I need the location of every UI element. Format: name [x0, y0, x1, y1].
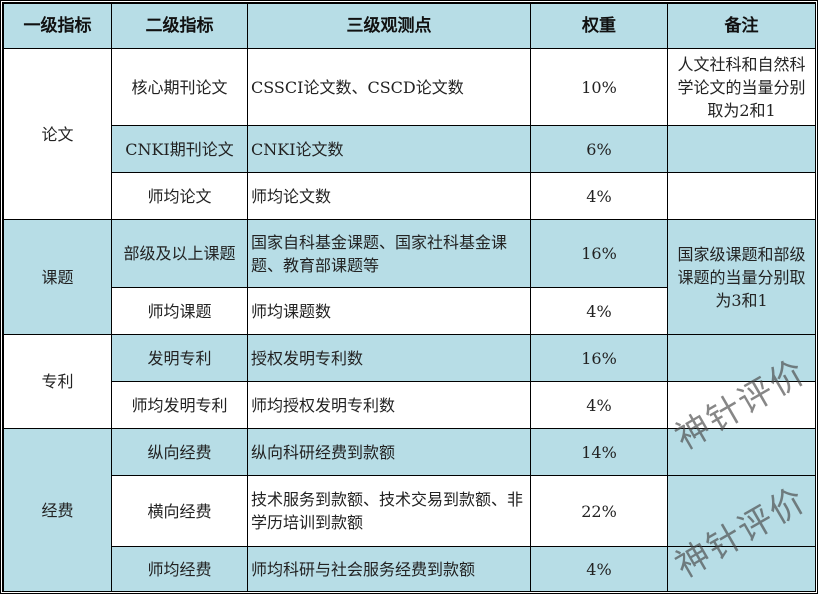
group-cell: 课题 [3, 219, 112, 335]
table-row: 师均经费 师均科研与社会服务经费到款额 4% [3, 546, 816, 592]
level3-cell: 师均科研与社会服务经费到款额 [247, 546, 531, 592]
weight-cell: 16% [530, 219, 668, 288]
table-row: 经费 纵向经费 纵向科研经费到款额 14% [3, 428, 816, 592]
weight-cell: 16% [530, 334, 668, 382]
level3-cell: 师均授权发明专利数 [247, 381, 531, 429]
header-level1: 一级指标 [3, 3, 112, 49]
note-cell-empty [667, 475, 816, 547]
weight-cell: 4% [530, 546, 668, 592]
weight-cell: 6% [530, 125, 668, 173]
table-row: 横向经费 技术服务到款额、技术交易到款额、非学历培训到款额 22% [3, 475, 816, 547]
weight-cell: 4% [530, 381, 668, 429]
level3-cell: 国家自科基金课题、国家社科基金课题、教育部课题等 [247, 219, 531, 288]
level2-cell: 师均经费 [111, 546, 248, 592]
level2-cell: 横向经费 [111, 475, 248, 547]
level3-cell: 纵向科研经费到款额 [247, 428, 531, 476]
level3-cell: CSSCI论文数、CSCD论文数 [247, 48, 531, 126]
table-row: 专利 发明专利 授权发明专利数 16% [3, 334, 816, 429]
header-row: 一级指标 二级指标 三级观测点 权重 备注 [3, 3, 816, 49]
table-row: 师均论文 师均论文数 4% [3, 172, 816, 220]
group-cell: 论文 [3, 48, 112, 220]
level3-cell: 师均论文数 [247, 172, 531, 220]
weight-cell: 10% [530, 48, 668, 126]
weight-cell: 14% [530, 428, 668, 476]
level2-cell: 核心期刊论文 [111, 48, 248, 126]
table-row: CNKI期刊论文 CNKI论文数 6% [3, 125, 816, 173]
level2-cell: 师均发明专利 [111, 381, 248, 429]
table-row: 课题 部级及以上课题 国家自科基金课题、国家社科基金课题、教育部课题等 16% … [3, 219, 816, 335]
table-row: 论文 核心期刊论文 CSSCI论文数、CSCD论文数 10% 人文社科和自然科学… [3, 48, 816, 220]
group-cell: 专利 [3, 334, 112, 429]
group-cell: 经费 [3, 428, 112, 592]
table-row: 师均发明专利 师均授权发明专利数 4% [3, 381, 816, 429]
note-cell: 国家级课题和部级课题的当量分别取为3和1 [667, 219, 816, 335]
note-cell: 人文社科和自然科学论文的当量分别取为2和1 [667, 48, 816, 126]
level2-cell: 师均论文 [111, 172, 248, 220]
note-cell-empty [667, 334, 816, 382]
note-cell-empty [667, 125, 816, 173]
level2-cell: 部级及以上课题 [111, 219, 248, 288]
indicator-table: 一级指标 二级指标 三级观测点 权重 备注 论文 核心期刊论文 CSSCI论文数… [3, 3, 816, 592]
level3-cell: 技术服务到款额、技术交易到款额、非学历培训到款额 [247, 475, 531, 547]
weight-cell: 4% [530, 287, 668, 335]
note-cell-empty [667, 172, 816, 220]
weight-cell: 4% [530, 172, 668, 220]
level3-cell: 师均课题数 [247, 287, 531, 335]
header-notes: 备注 [667, 3, 816, 49]
weight-cell: 22% [530, 475, 668, 547]
note-cell-empty [667, 381, 816, 429]
note-cell-empty [667, 546, 816, 592]
level2-cell: 发明专利 [111, 334, 248, 382]
level2-cell: CNKI期刊论文 [111, 125, 248, 173]
header-level3: 三级观测点 [247, 3, 531, 49]
level2-cell: 纵向经费 [111, 428, 248, 476]
level2-cell: 师均课题 [111, 287, 248, 335]
note-cell-empty [667, 428, 816, 476]
header-weight: 权重 [530, 3, 668, 49]
header-level2: 二级指标 [111, 3, 248, 49]
level3-cell: CNKI论文数 [247, 125, 531, 173]
level3-cell: 授权发明专利数 [247, 334, 531, 382]
